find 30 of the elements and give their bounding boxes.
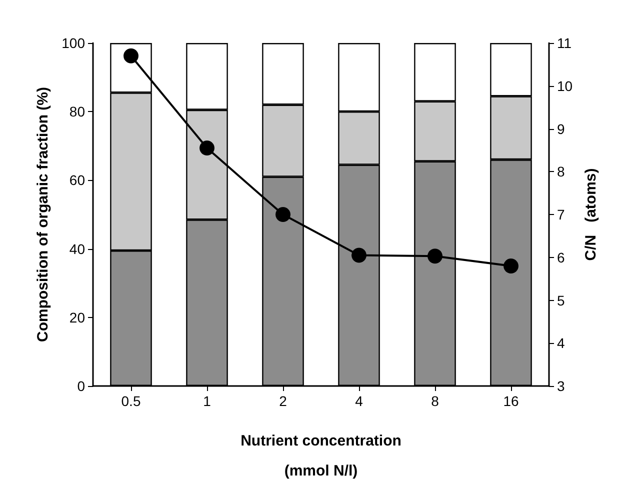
y2-tick-label: 4 (557, 335, 565, 352)
y2-tick-label: 3 (557, 378, 565, 394)
point (124, 48, 138, 64)
y2-tick-label: 11 (557, 35, 572, 51)
y-tick-label: 100 (62, 35, 86, 51)
point (428, 248, 442, 264)
x-axis-title: Nutrient concentration (mmol N/l) (240, 432, 402, 480)
x-tick-label: 0.5 (121, 393, 141, 409)
point (276, 207, 290, 222)
y-tick-label: 40 (69, 240, 86, 257)
x-tick-label: 2 (279, 393, 288, 409)
y-tick-label: 20 (69, 309, 86, 326)
y2-tick-label: 10 (557, 78, 573, 94)
y2-tick-label: 8 (557, 164, 565, 180)
y-tick-label: 0 (77, 378, 86, 394)
x-tick-label: 16 (503, 393, 519, 409)
y2-tick-label: 9 (557, 120, 565, 137)
y2-tick-label: 5 (557, 292, 565, 308)
y-tick-label: 80 (69, 104, 86, 120)
y-tick-label: 60 (69, 172, 86, 188)
y2-axis-title: C/N (atoms) (582, 168, 600, 261)
point (200, 140, 214, 156)
x-tick-label: 8 (431, 393, 440, 409)
point (504, 258, 518, 274)
x-tick-label: 1 (203, 393, 212, 409)
y2-tick-label: 7 (557, 206, 565, 222)
point (352, 248, 366, 263)
x-tick-label: 4 (355, 393, 364, 409)
y-axis-title: Composition of organic fraction (%) (34, 87, 52, 342)
y2-tick-label: 6 (557, 249, 565, 266)
